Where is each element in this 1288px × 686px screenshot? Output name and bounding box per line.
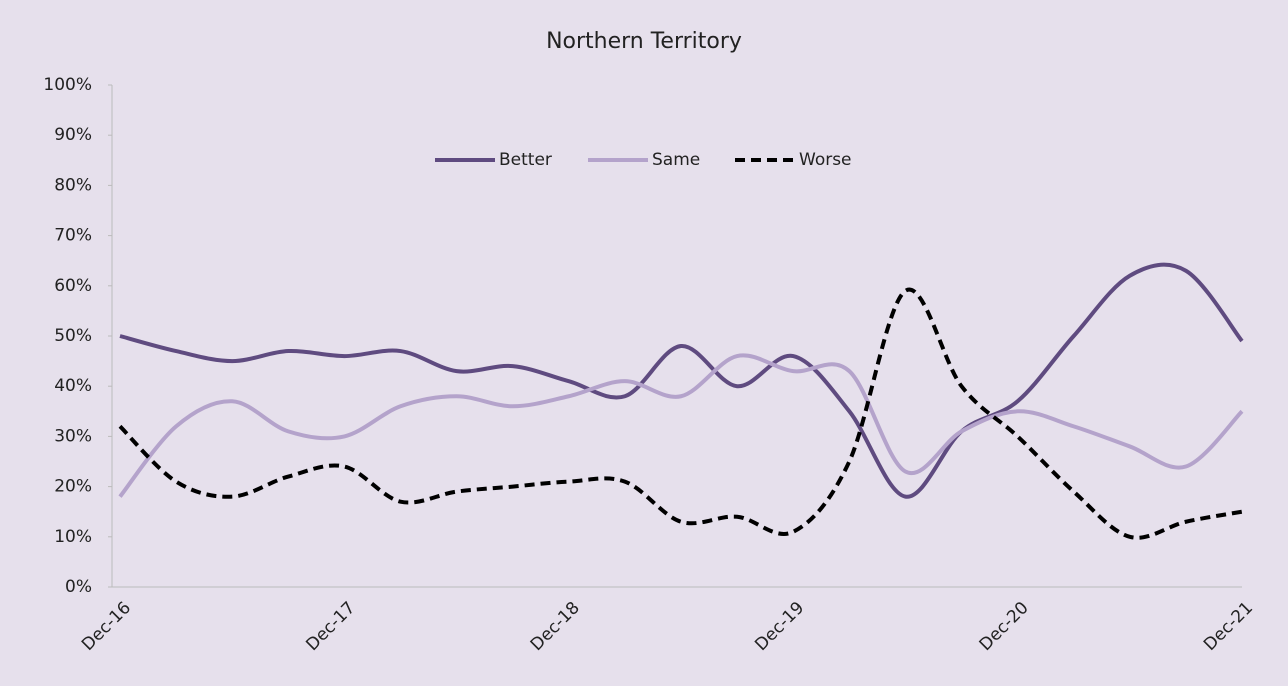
y-tick-label: 100% bbox=[43, 75, 92, 95]
y-tick-label: 90% bbox=[54, 125, 92, 145]
y-tick-label: 0% bbox=[65, 577, 92, 597]
y-tick-label: 70% bbox=[54, 226, 92, 246]
legend-label: Worse bbox=[799, 150, 852, 170]
y-tick-label: 60% bbox=[54, 276, 92, 296]
y-tick-label: 10% bbox=[54, 527, 92, 547]
legend-label: Same bbox=[652, 150, 700, 170]
y-tick-label: 50% bbox=[54, 326, 92, 346]
y-tick-label: 80% bbox=[54, 175, 92, 195]
series-line bbox=[118, 353, 1244, 498]
y-tick-label: 20% bbox=[54, 477, 92, 497]
series-line bbox=[118, 287, 1243, 540]
y-tick-label: 30% bbox=[54, 426, 92, 446]
series-line bbox=[119, 262, 1244, 499]
chart-title: Northern Territory bbox=[546, 29, 742, 54]
legend-label: Better bbox=[499, 150, 552, 170]
y-tick-label: 40% bbox=[54, 376, 92, 396]
